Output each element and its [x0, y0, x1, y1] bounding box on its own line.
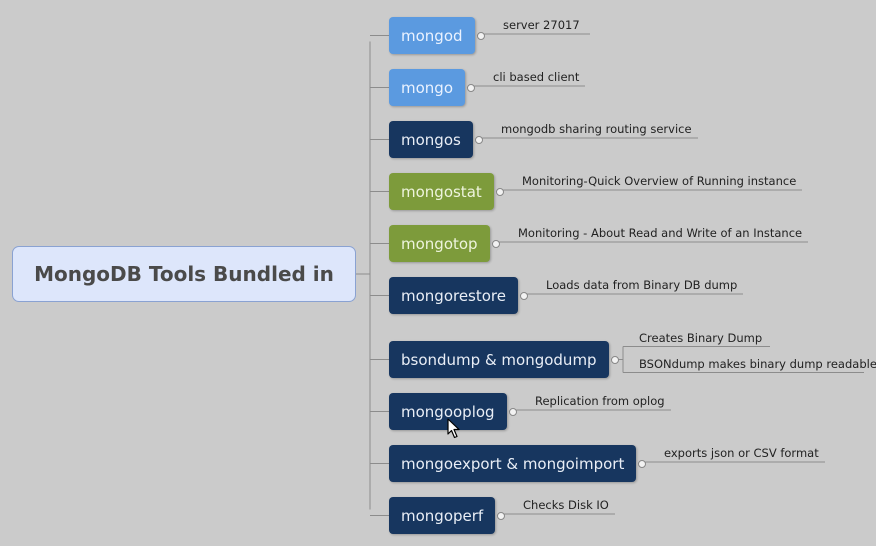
tool-note[interactable]: mongodb sharing routing service	[501, 122, 692, 136]
collapse-toggle-icon[interactable]	[520, 291, 528, 300]
tool-node-6[interactable]: mongorestore	[389, 277, 518, 314]
tool-node-label: mongooplog	[401, 402, 495, 421]
tool-note[interactable]: cli based client	[493, 70, 580, 84]
tool-node-label: bsondump & mongodump	[401, 350, 597, 369]
collapse-toggle-icon[interactable]	[496, 187, 504, 196]
root-topic[interactable]: MongoDB Tools Bundled in	[12, 246, 356, 302]
tool-node-2[interactable]: mongo	[389, 69, 465, 106]
tool-node-4[interactable]: mongostat	[389, 173, 494, 210]
collapse-toggle-icon[interactable]	[475, 135, 483, 144]
collapse-toggle-icon[interactable]	[467, 83, 475, 92]
tool-node-label: mongoperf	[401, 506, 484, 525]
tool-note[interactable]: Monitoring-Quick Overview of Running ins…	[522, 174, 797, 188]
tool-node-label: mongostat	[401, 182, 482, 201]
tool-node-label: mongotop	[401, 234, 478, 253]
root-topic-label: MongoDB Tools Bundled in	[34, 262, 334, 286]
collapse-toggle-icon[interactable]	[638, 459, 646, 468]
tool-node-label: mongoexport & mongoimport	[401, 454, 625, 473]
tool-note[interactable]: BSONdump makes binary dump readable	[639, 356, 876, 371]
tool-node-7[interactable]: bsondump & mongodump	[389, 341, 609, 378]
tool-node-3[interactable]: mongos	[389, 121, 473, 158]
tool-note[interactable]: Creates Binary Dump	[639, 330, 763, 345]
tool-note[interactable]: Loads data from Binary DB dump	[546, 278, 738, 292]
tool-note[interactable]: exports json or CSV format	[664, 446, 819, 460]
tool-node-10[interactable]: mongoperf	[389, 497, 496, 534]
tool-note[interactable]: Monitoring - About Read and Write of an …	[518, 226, 803, 240]
tool-node-9[interactable]: mongoexport & mongoimport	[389, 445, 637, 482]
tool-node-label: mongorestore	[401, 286, 506, 305]
tool-note[interactable]: server 27017	[503, 18, 580, 32]
mouse-pointer-icon	[447, 418, 460, 439]
collapse-toggle-icon[interactable]	[611, 355, 619, 364]
tool-note[interactable]: Checks Disk IO	[523, 498, 609, 512]
collapse-toggle-icon[interactable]	[497, 511, 505, 520]
tool-node-label: mongo	[401, 78, 453, 97]
tool-node-label: mongod	[401, 26, 463, 45]
collapse-toggle-icon[interactable]	[492, 239, 500, 248]
tool-node-5[interactable]: mongotop	[389, 225, 490, 262]
collapse-toggle-icon[interactable]	[477, 31, 485, 40]
tool-note[interactable]: Replication from oplog	[535, 394, 665, 408]
tool-node-1[interactable]: mongod	[389, 17, 475, 54]
collapse-toggle-icon[interactable]	[509, 407, 517, 416]
tool-node-label: mongos	[401, 130, 461, 149]
